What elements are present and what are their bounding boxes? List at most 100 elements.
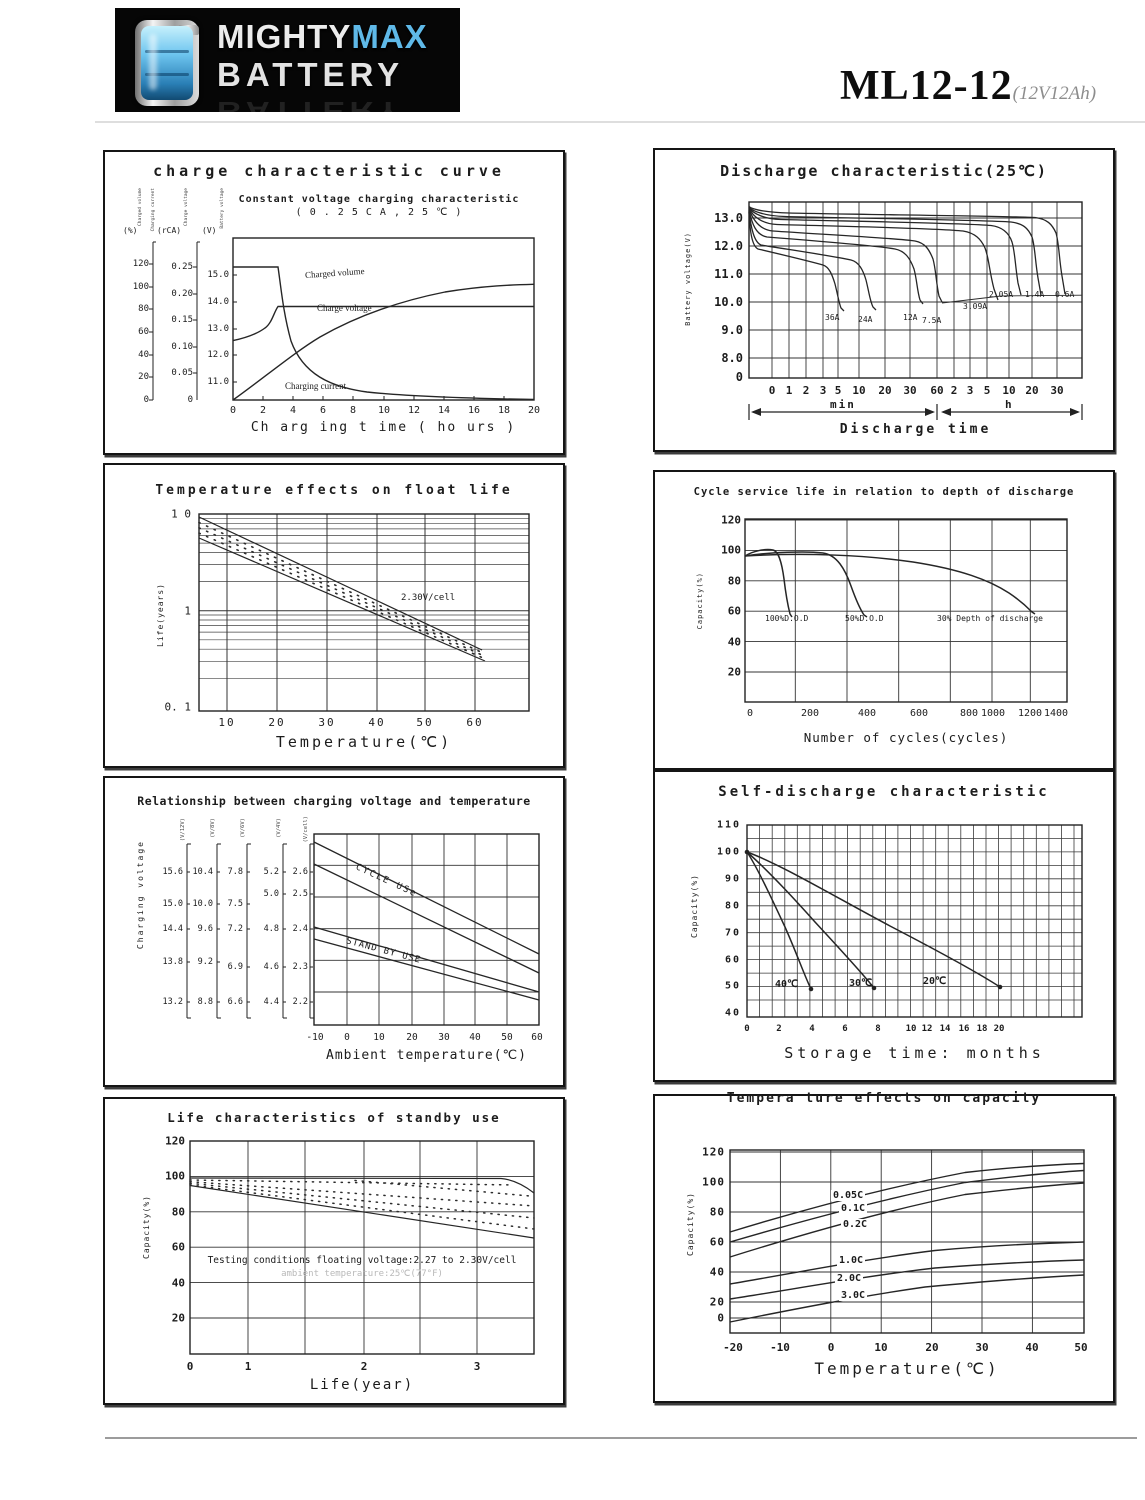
curve-label-01c: 0.1C <box>839 1203 868 1214</box>
y-axis-label: Life(years) <box>156 583 165 647</box>
curve-label-30dod: 30% Depth of discharge <box>937 614 1043 623</box>
brand-logo: MIGHTYMAX BATTERY BATTERY <box>115 8 460 112</box>
panel-temperature-capacity: Tempera ture effects on capacity Capacit… <box>653 1091 1115 1403</box>
footer-divider <box>105 1437 1137 1439</box>
y-axis-label: Capacity(%) <box>690 874 699 938</box>
curve-label-30c: 3.0C <box>839 1290 868 1301</box>
standby-band-upper <box>189 1177 535 1194</box>
x-axis-label: Temperature(℃) <box>814 1359 1000 1378</box>
capacity-curve-02c <box>729 1182 1085 1258</box>
curve-label-2-05A: 2.05A <box>989 290 1014 299</box>
self-discharge-curve-30c <box>746 851 875 989</box>
discharge-curve-24A <box>748 210 877 311</box>
micro-label-battery-voltage: Battery voltage <box>220 188 225 229</box>
x-axis-label: Number of cycles(cycles) <box>803 730 1009 745</box>
scale-unit-cell: (V/cell) <box>303 816 309 843</box>
cycle-curve-50dod <box>744 551 868 618</box>
charged-volume-curve <box>232 283 535 401</box>
curve-label-1-4A: 1.4A <box>1025 290 1045 299</box>
logo-mighty: MIGHTY <box>217 18 352 55</box>
panel-standby-life: Life characteristics of standby use Capa… <box>103 1097 565 1405</box>
curve-label-36A: 36A <box>825 313 840 322</box>
self-discharge-curve-40c <box>746 851 812 990</box>
header-divider <box>95 121 1145 123</box>
discharge-curve-0-6A <box>748 205 1066 295</box>
capacity-curve-20c <box>729 1259 1085 1300</box>
scale-unit-6v: (V/6V) <box>240 818 246 838</box>
x-axis-label: Ch arg ing t ime ( ho urs ) <box>250 420 517 435</box>
discharge-curve-2-05A <box>748 207 1022 296</box>
curve-label-50dod: 50%D.O.D <box>845 614 884 623</box>
x-axis-label: Ambient temperature(℃) <box>326 1048 527 1063</box>
standby-band-upper <box>313 926 540 993</box>
temp-capacity-chart-canvas <box>729 1149 1085 1334</box>
micro-label-charged-volume: Charged volume <box>138 188 143 226</box>
capacity-curve-01c <box>729 1169 1085 1243</box>
float-life-band-lower <box>198 537 486 662</box>
charging-current-curve <box>233 266 535 401</box>
y-axis-label: Capacity(%) <box>696 572 704 630</box>
curve-label-02c: 0.2C <box>841 1219 870 1230</box>
cycle-curve-30dod <box>744 553 1036 615</box>
logo-wordmark-line1: MIGHTYMAX <box>217 18 428 56</box>
float-life-band-dots <box>198 521 485 660</box>
discharge-curve-12A <box>748 209 924 305</box>
curve-label-0-6A: 0.6A <box>1055 290 1075 299</box>
annotation-cell-voltage: 2.30V/cell <box>401 593 456 603</box>
x-axis-label: Life(year) <box>309 1377 415 1393</box>
curve-label-12A: 12A <box>903 313 918 322</box>
discharge-chart-canvas <box>748 201 1083 420</box>
axis-unit-v: (V) <box>202 226 217 235</box>
chart-title: Cycle service life in relation to depth … <box>693 486 1075 498</box>
standby-band-stipple <box>189 1179 535 1230</box>
logo-wordmark-line2: BATTERY <box>217 56 405 93</box>
capacity-curve-30c <box>729 1274 1085 1323</box>
standby-band-lower <box>189 1184 535 1239</box>
cycle-life-chart-canvas <box>744 518 1068 703</box>
float-life-chart-canvas <box>198 513 530 712</box>
panel-charge-characteristic: charge characteristic curve Constant vol… <box>103 150 565 455</box>
standby-life-chart-canvas <box>189 1140 535 1355</box>
micro-label-charge-voltage: Charge voltage <box>184 188 189 226</box>
axis-unit-pct: (%) <box>123 226 138 235</box>
curve-label-40c: 40℃ <box>775 979 799 990</box>
chart-title: Discharge characteristic(25℃) <box>720 162 1048 180</box>
cycle-use-band-upper <box>313 841 540 955</box>
logo-max: MAX <box>351 18 428 55</box>
section-label-min: min <box>830 398 856 411</box>
curve-label-7-5A: 7.5A <box>922 316 942 325</box>
chart-title: Life characteristics of standby use <box>167 1110 501 1125</box>
chart-subtitle: Constant voltage charging characteristic <box>238 194 520 205</box>
curve-label-24A: 24A <box>858 315 873 324</box>
charge-chart-canvas <box>149 237 535 401</box>
panel-cycle-life: Cycle service life in relation to depth … <box>653 470 1115 770</box>
ambient-temperature-note: ambient temperature:25℃(77°F) <box>281 1269 443 1279</box>
scale-unit-8v: (V/8V) <box>210 818 216 838</box>
charge-voltage-label: Charge voltage <box>317 303 372 313</box>
chart-condition: ( 0 . 2 5 C A , 2 5 ℃ ) <box>295 207 463 218</box>
axis-unit-rca: (rCA) <box>157 226 182 235</box>
chart-title: Tempera ture effects on capacity <box>726 1091 1042 1106</box>
curve-label-3-09A: 3.09A <box>963 302 988 311</box>
curve-label-20c: 2.0C <box>835 1273 864 1284</box>
standby-band-lower <box>313 938 540 1001</box>
y-axis-label: Battery voltage(V) <box>684 232 692 326</box>
cycle-curve-100dod <box>744 548 793 618</box>
capacity-curve-005c <box>729 1162 1085 1233</box>
discharge-curve-7-5A <box>748 208 943 303</box>
micro-label-charging-current: Charging current <box>151 188 156 232</box>
cycle-use-band-lower <box>313 863 540 974</box>
panel-charging-voltage-temperature: Relationship between charging voltage an… <box>103 776 565 1087</box>
self-discharge-curve-20c <box>746 851 1001 988</box>
curve-label-005c: 0.05C <box>831 1190 866 1201</box>
curve-label-100dod: 100%D.O.D <box>765 614 809 623</box>
panel-discharge-characteristic: Discharge characteristic(25℃) Battery vo… <box>653 148 1115 452</box>
battery-icon <box>135 20 199 106</box>
float-life-band-upper <box>198 516 483 651</box>
chart-title: Relationship between charging voltage an… <box>137 794 531 808</box>
x-axis-label: Temperature(℃) <box>275 733 453 751</box>
discharge-curve-36A <box>748 211 845 312</box>
chart-title: Self-discharge characteristic <box>718 784 1050 800</box>
y-axis-label: Capacity(%) <box>686 1192 695 1256</box>
model-title: ML12-12(12V12Ah) <box>840 62 1140 110</box>
